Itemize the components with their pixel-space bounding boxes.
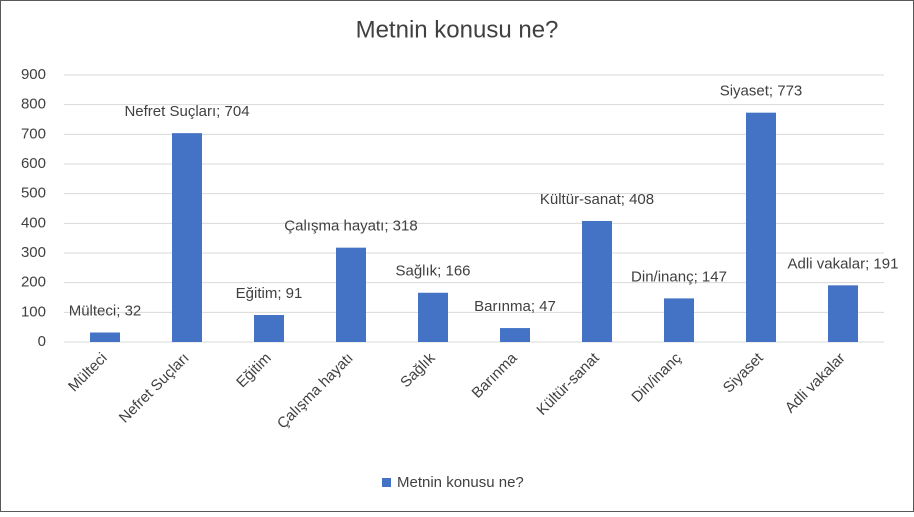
data-label: Mülteci; 32 xyxy=(69,302,142,319)
bar xyxy=(664,298,694,342)
data-label: Barınma; 47 xyxy=(474,298,556,315)
legend-swatch xyxy=(382,478,391,487)
bar xyxy=(172,133,202,342)
data-label: Çalışma hayatı; 318 xyxy=(284,218,417,235)
y-tick-label: 500 xyxy=(21,185,46,202)
bar xyxy=(828,285,858,342)
bar xyxy=(418,292,448,342)
y-tick-label: 0 xyxy=(38,333,46,350)
bar xyxy=(500,328,530,342)
y-tick-label: 400 xyxy=(21,214,46,231)
data-label: Kültür-sanat; 408 xyxy=(540,191,654,208)
bar xyxy=(582,220,612,342)
y-tick-label: 200 xyxy=(21,274,46,291)
data-label: Nefret Suçları; 704 xyxy=(124,103,249,120)
data-label: Sağlık; 166 xyxy=(395,263,470,280)
chart-title: Metnin konusu ne? xyxy=(356,16,559,43)
y-tick-label: 600 xyxy=(21,155,46,172)
legend-label: Metnin konusu ne? xyxy=(397,474,524,491)
bar xyxy=(336,247,366,342)
y-tick-label: 100 xyxy=(21,303,46,320)
y-tick-label: 700 xyxy=(21,125,46,142)
data-label: Eğitim; 91 xyxy=(236,285,303,302)
bar xyxy=(90,332,120,342)
y-tick-label: 900 xyxy=(21,66,46,83)
bar xyxy=(746,112,776,342)
y-tick-label: 800 xyxy=(21,96,46,113)
data-label: Adli vakalar; 191 xyxy=(788,255,899,272)
y-tick-label: 300 xyxy=(21,244,46,261)
data-label: Siyaset; 773 xyxy=(720,83,803,100)
bar xyxy=(254,315,284,342)
data-label: Din/inanç; 147 xyxy=(631,268,727,285)
